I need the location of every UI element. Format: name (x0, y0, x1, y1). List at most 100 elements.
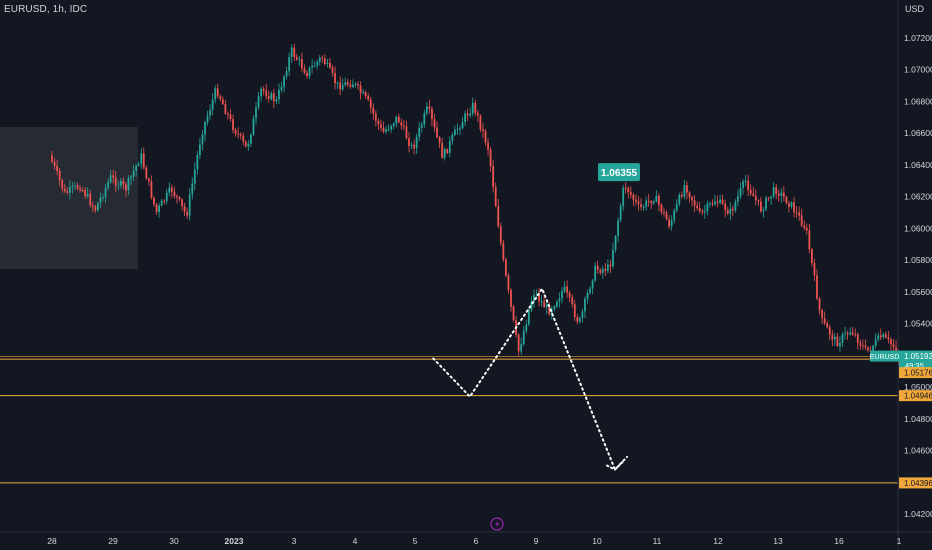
candle-body (469, 113, 472, 116)
candle-body (818, 298, 821, 311)
candle-body (683, 185, 686, 197)
candle-body (703, 211, 706, 213)
level-price-tag-box (899, 390, 932, 402)
candle-body (400, 122, 403, 126)
candle-body (104, 187, 107, 198)
candle-body (836, 336, 839, 347)
candle-body (91, 205, 94, 207)
candle-body (74, 185, 76, 187)
candle-body (425, 106, 428, 114)
candle-body (530, 301, 533, 311)
projected-path-arrowhead (606, 460, 624, 471)
candle-body (594, 265, 597, 281)
candle-body (614, 236, 617, 250)
candle-body (168, 187, 171, 193)
candle-body (117, 185, 120, 187)
candle-body (553, 306, 556, 309)
candle-body (701, 211, 704, 213)
candle-body (178, 197, 181, 200)
candle-body (148, 178, 150, 182)
candle-body (859, 343, 862, 346)
candle-body (658, 195, 660, 205)
candle-body (550, 308, 553, 315)
candle-body (627, 188, 630, 193)
candle-body (257, 96, 260, 108)
candle-body (301, 58, 303, 69)
candle-body (160, 200, 163, 206)
plot-background (0, 0, 898, 532)
candle-body (589, 288, 591, 293)
candle-body (479, 115, 482, 130)
candle-body (566, 286, 568, 293)
candle-body (624, 187, 627, 189)
candle-body (800, 215, 803, 226)
candle-body (441, 142, 444, 158)
candle-body (826, 323, 829, 328)
time-tick-label: 30 (169, 536, 179, 546)
candle-body (293, 47, 296, 57)
candle-body (629, 192, 632, 195)
time-tick-label: 6 (474, 536, 479, 546)
candle-body (431, 108, 433, 120)
candle-body (647, 200, 650, 202)
candle-body (540, 301, 543, 303)
candle-body (66, 191, 69, 193)
candle-body (680, 194, 683, 197)
highlight-zone (0, 127, 138, 269)
candle-body (612, 249, 614, 267)
candle-body (752, 193, 755, 196)
time-tick-label: 11 (653, 536, 662, 546)
candle-body (527, 310, 530, 325)
time-tick-label: 5 (413, 536, 418, 546)
candle-body (122, 180, 125, 185)
candle-body (867, 347, 869, 351)
candle-body (145, 167, 148, 179)
candle-body (127, 178, 130, 191)
candle-body (739, 188, 742, 196)
candle-body (691, 197, 693, 201)
candle-body (780, 192, 783, 196)
candle-body (336, 82, 339, 84)
candle-body (433, 119, 436, 128)
candle-body (808, 230, 811, 250)
currency-label: USD (905, 4, 925, 14)
candle-body (374, 113, 377, 121)
candle-body (372, 107, 375, 114)
candle-body (387, 129, 390, 131)
candle-body (601, 268, 604, 273)
candle-body (81, 190, 84, 192)
candle-body (308, 67, 311, 77)
candle-body (265, 90, 268, 97)
candle-body (51, 155, 53, 162)
candle-body (260, 88, 262, 97)
candle-body (99, 197, 102, 204)
candle-body (696, 205, 699, 209)
candle-body (617, 220, 619, 237)
candle-body (823, 318, 826, 324)
candle-body (63, 188, 66, 192)
candle-body (280, 86, 283, 90)
candle-body (334, 73, 336, 84)
candle-body (392, 123, 395, 127)
candle-body (895, 347, 897, 352)
candle-body (278, 89, 280, 100)
candle-body (673, 210, 676, 221)
projected-path[interactable] (432, 286, 628, 472)
candle-body (556, 301, 558, 307)
candle-body (352, 84, 354, 87)
ray-price-label: 1.06355 (601, 168, 638, 179)
level-price-tag-label: 1.04396 (904, 479, 932, 488)
candle-body (563, 286, 566, 292)
candle-body (494, 187, 497, 206)
candle-body (596, 265, 599, 271)
candle-body (176, 195, 178, 198)
lightning-icon[interactable] (490, 517, 504, 531)
candle-body (420, 124, 423, 128)
candle-body (112, 175, 115, 178)
candle-body (318, 57, 321, 62)
candles-layer (51, 43, 900, 366)
candle-body (196, 154, 199, 170)
candle-body (321, 57, 324, 59)
